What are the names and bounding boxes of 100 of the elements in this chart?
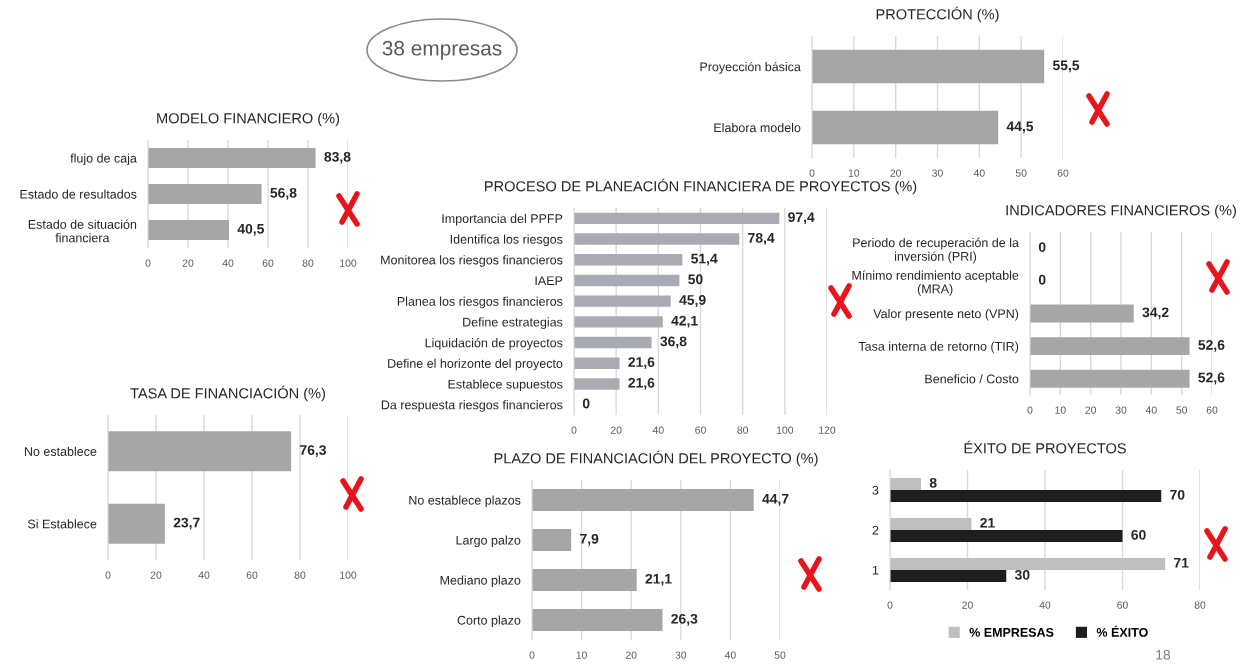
data-label: 52,6 — [1198, 372, 1225, 385]
x-tick-label: 0 — [145, 259, 151, 267]
y-tick-label: Identifica los riesgos — [450, 234, 563, 247]
x-tick-label: 20 — [625, 651, 637, 659]
data-label: 55,5 — [1052, 60, 1080, 73]
x-tick-label: 120 — [819, 426, 836, 434]
data-label: 78,4 — [748, 232, 775, 245]
y-tick-label: Da respuesta riesgos financieros — [381, 400, 563, 412]
bar — [574, 295, 671, 307]
data-label: 0 — [1038, 274, 1046, 285]
x-tick-label: 80 — [1194, 601, 1206, 609]
y-tick-label: Define el horizonte del proyecto — [388, 358, 563, 371]
bar — [532, 609, 663, 631]
data-label: 21,1 — [645, 573, 672, 586]
x-tick-label: 40 — [973, 169, 985, 177]
y-tick-label: Si Establece — [27, 519, 97, 529]
x-tick-label: 50 — [774, 651, 786, 659]
y-tick-label: Beneficio / Costo — [925, 374, 1019, 384]
data-label: 97,4 — [788, 212, 815, 225]
y-tick-label: 1 — [872, 565, 879, 575]
data-label: 52,6 — [1198, 339, 1225, 352]
bar — [574, 233, 740, 245]
y-tick-label: Planea los riesgos financieros — [397, 296, 563, 309]
y-tick-label: 3 — [872, 485, 879, 495]
data-label: 8 — [929, 477, 937, 488]
x-tick-label: 50 — [1176, 406, 1188, 414]
bar — [890, 570, 1007, 582]
y-tick-label: No establece — [24, 446, 97, 456]
legend-label: % ÉXITO — [1096, 625, 1148, 637]
y-tick-label: Define estrategias — [463, 317, 563, 329]
x-tick-label: 0 — [571, 426, 577, 434]
x-tick-label: 80 — [294, 571, 306, 579]
y-tick-label: Valor presente neto (VPN) — [873, 308, 1019, 321]
chart-title: PLAZO DE FINANCIACIÓN DEL PROYECTO (%) — [494, 450, 818, 467]
data-label: 26,3 — [671, 613, 698, 626]
x-tick-label: 0 — [887, 601, 893, 609]
x-tick-label: 60 — [1057, 169, 1069, 177]
bar — [574, 357, 620, 369]
text: 18 — [1156, 649, 1171, 660]
x-tick-label: 60 — [246, 571, 258, 579]
bar — [148, 184, 262, 204]
chart-title: PROTECCIÓN (%) — [876, 6, 999, 23]
data-label: 76,3 — [300, 445, 326, 457]
chart-title: ÉXITO DE PROYECTOS — [964, 440, 1126, 454]
data-label: 23,7 — [173, 517, 200, 530]
x-tick-label: 40 — [198, 571, 210, 579]
data-label: 51,4 — [691, 253, 718, 266]
x-tick-label: 40 — [1039, 601, 1051, 609]
x-tick-label: 80 — [302, 259, 314, 267]
x-tick-label: 100 — [340, 571, 357, 579]
x-tick-label: 100 — [340, 259, 357, 267]
y-tick-label: Estado de situación financiera — [28, 219, 137, 243]
data-label: 34,2 — [1142, 307, 1169, 320]
bar — [532, 529, 572, 551]
data-label: 60 — [1131, 529, 1146, 540]
bar — [890, 490, 1162, 502]
x-tick-label: 0 — [529, 651, 535, 659]
x-tick-label: 0 — [1027, 406, 1033, 414]
text: 38 empresas — [382, 40, 502, 60]
bar — [890, 530, 1123, 542]
x-tick-label: 30 — [675, 651, 687, 659]
y-tick-label: Tasa interna de retorno (TIR) — [858, 341, 1019, 354]
x-tick-label: 80 — [737, 426, 749, 434]
legend-label: % EMPRESAS — [969, 627, 1054, 637]
bar — [574, 274, 680, 287]
x-tick-label: 30 — [1115, 406, 1127, 414]
x-tick-label: 20 — [890, 169, 902, 177]
chart-title: INDICADORES FINANCIEROS (%) — [1006, 204, 1236, 219]
bar — [532, 489, 754, 511]
data-label: 21,6 — [628, 357, 655, 369]
x-tick-label: 20 — [962, 601, 973, 609]
data-label: 21,6 — [628, 377, 655, 390]
data-label: 70 — [1170, 489, 1185, 500]
y-tick-label: IAEP — [535, 276, 563, 285]
data-label: 56,8 — [270, 187, 297, 200]
data-label: 45,9 — [679, 295, 706, 307]
y-tick-label: Importancia del PPFP — [442, 213, 563, 226]
x-tick-label: 20 — [610, 426, 622, 434]
data-label: 40,5 — [237, 223, 264, 236]
bar — [532, 569, 637, 591]
bar — [148, 220, 229, 240]
x-tick-label: 40 — [724, 651, 736, 659]
x-tick-label: 60 — [1206, 406, 1218, 414]
y-tick-label: Largo palzo — [456, 535, 521, 548]
data-label: 50 — [688, 274, 703, 285]
y-tick-label: flujo de caja — [70, 153, 137, 166]
y-tick-label: Mediano plazo — [440, 575, 521, 588]
bar — [890, 518, 972, 530]
x-tick-label: 50 — [1015, 169, 1027, 177]
y-tick-label: Monitorea los riesgos financieros — [381, 255, 563, 267]
data-label: 83,8 — [324, 151, 351, 164]
data-label: 21 — [980, 517, 995, 528]
data-label: 44,7 — [762, 494, 789, 506]
x-tick-label: 0 — [105, 571, 111, 579]
data-label: 36,8 — [660, 336, 687, 349]
bar — [574, 336, 652, 349]
x-tick-label: 40 — [652, 426, 664, 434]
y-tick-label: Corto plazo — [457, 615, 521, 628]
bar — [574, 254, 683, 266]
data-label: 44,5 — [1006, 121, 1034, 134]
